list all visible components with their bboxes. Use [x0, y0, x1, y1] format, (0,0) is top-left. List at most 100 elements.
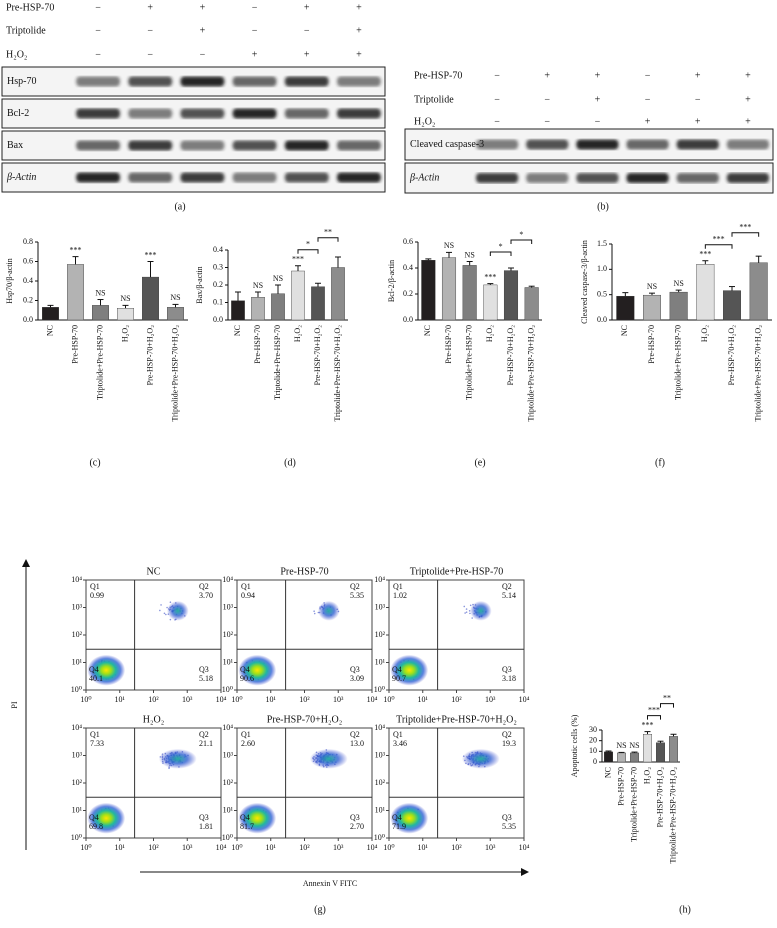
significance-label: NS — [273, 274, 283, 283]
significance-label: *** — [484, 272, 496, 281]
x-tick-label: 10⁰ — [231, 695, 242, 704]
y-tick-label: 0.0 — [23, 315, 33, 324]
x-tick-label: 10⁰ — [80, 695, 91, 704]
quadrant-name: Q2 — [199, 730, 209, 739]
bracket-label: ** — [324, 228, 332, 237]
bar — [524, 287, 539, 321]
y-tick-label: 10¹ — [223, 657, 234, 666]
event-dot — [169, 601, 172, 604]
blot-band — [337, 76, 381, 87]
quadrant-value: 21.1 — [199, 739, 213, 748]
event-dot — [163, 612, 166, 615]
quadrant-value: 90.6 — [240, 674, 254, 683]
quadrant-value: 2.60 — [241, 739, 255, 748]
significance-label: NS — [616, 741, 626, 750]
bar — [643, 294, 662, 321]
y-tick-label: 0.2 — [23, 295, 33, 304]
error-bar — [508, 267, 514, 271]
condition-label: H₂O₂ — [414, 116, 435, 127]
condition-sign: − — [95, 25, 101, 36]
error-bar — [675, 289, 682, 293]
quadrant-name: Q3 — [199, 665, 209, 674]
y-tick-label: 0.1 — [213, 297, 223, 306]
x-tick-label: Pre-HSP-70+H₂O₂ — [655, 767, 664, 828]
y-axis-title: Bax/β-actin — [195, 266, 204, 303]
quadrant-name: Q4 — [89, 665, 99, 674]
x-tick-label: Triptolide+Pre-HSP-70+H₂O₂ — [333, 325, 342, 422]
quadrant-value: 5.14 — [502, 591, 516, 600]
y-tick-label: 0.2 — [213, 280, 223, 289]
condition-sign: − — [645, 70, 651, 81]
event-dot — [160, 604, 162, 606]
significance-label: NS — [444, 241, 454, 250]
quadrant-value: 5.35 — [502, 822, 516, 831]
y-tick-label: 10³ — [72, 602, 83, 611]
condition-sign: + — [304, 49, 310, 60]
bar — [331, 267, 345, 321]
bracket-label: * — [519, 230, 523, 239]
panel-caption: (b) — [597, 201, 609, 212]
blot-band — [76, 140, 120, 151]
bracket-label: * — [499, 242, 503, 251]
error-bar — [631, 751, 638, 753]
event-dot — [471, 617, 473, 619]
condition-sign: − — [494, 70, 500, 81]
event-dot — [159, 609, 161, 612]
density-cluster — [238, 654, 277, 686]
x-tick-label: Pre-HSP-70+H₂O₂ — [145, 325, 154, 386]
blot-band — [232, 172, 277, 183]
condition-sign: + — [356, 2, 362, 13]
quadrant-value: 1.02 — [393, 591, 407, 600]
blot-band — [526, 173, 569, 183]
condition-sign: + — [595, 70, 601, 81]
x-tick-label: 10⁴ — [519, 695, 530, 704]
event-dot — [313, 610, 315, 613]
error-bar — [755, 255, 762, 263]
quadrant-value: 1.81 — [199, 822, 213, 831]
bar — [271, 293, 285, 321]
y-tick-label: 10² — [72, 630, 83, 639]
error-bar — [147, 261, 154, 278]
x-tick-label: NC — [423, 325, 432, 336]
y-tick-label: 1.5 — [597, 239, 607, 248]
quadrant-name: Q3 — [199, 813, 209, 822]
x-tick-label: 10³ — [485, 843, 496, 852]
bar — [617, 752, 626, 763]
y-tick-label: 10⁰ — [71, 685, 82, 694]
panel-caption: (d) — [284, 457, 296, 468]
significance-bracket — [647, 715, 661, 720]
y-tick-label: 10¹ — [375, 805, 386, 814]
y-tick-label: 0 — [593, 757, 597, 766]
event-dot — [465, 611, 468, 613]
x-tick-label: 10⁴ — [216, 843, 227, 852]
bar — [311, 286, 325, 321]
quadrant-value: 3.70 — [199, 591, 213, 600]
x-tick-label: 10³ — [333, 695, 344, 704]
condition-sign: − — [200, 49, 206, 60]
bar — [723, 290, 742, 321]
x-tick-label: Pre-HSP-70 — [70, 325, 79, 364]
x-tick-label: 10³ — [485, 695, 496, 704]
error-bar — [466, 261, 473, 266]
blot-band — [180, 172, 225, 183]
panel-caption: (g) — [314, 904, 326, 915]
significance-bracket — [317, 237, 339, 242]
y-tick-label: 10¹ — [375, 657, 386, 666]
band-label: β-Actin — [6, 172, 36, 183]
error-bar — [622, 292, 629, 297]
density-cluster — [390, 802, 429, 834]
density-cluster — [167, 600, 189, 621]
significance-bracket — [510, 239, 533, 244]
x-tick-label: H₂O₂ — [120, 325, 129, 342]
quadrant-name: Q2 — [502, 582, 512, 591]
y-tick-label: 10 — [589, 746, 597, 755]
significance-label: NS — [674, 279, 684, 288]
significance-label: NS — [253, 281, 263, 290]
condition-sign: + — [304, 2, 310, 13]
y-tick-label: 0.6 — [403, 237, 413, 246]
quadrant-value: 71.9 — [392, 822, 406, 831]
blot-band — [676, 139, 719, 150]
significance-label: NS — [629, 741, 639, 750]
y-axis-title: Cleaved caspase-3/β-actin — [580, 240, 589, 324]
